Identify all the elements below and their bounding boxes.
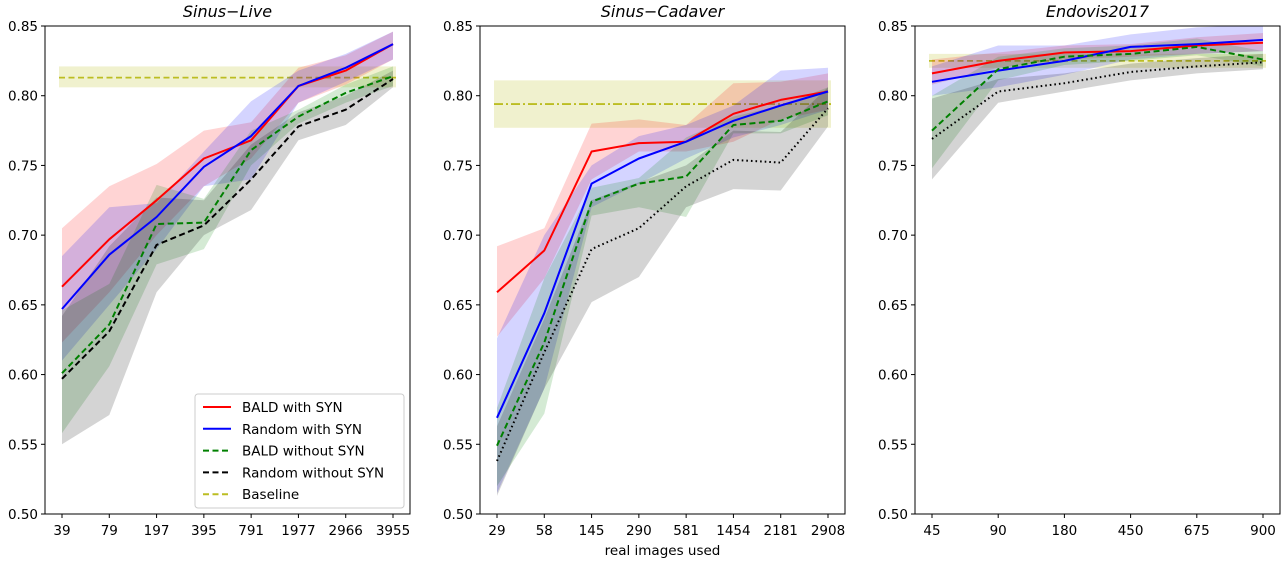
panel-2: 0.50 0.55 0.60 0.65 0.70 0.75 0.80 0.85 29 58 145 2…	[443, 2, 846, 559]
panel-1: 0.50 0.55 0.60 0.65 0.70 0.75 0.80 0.85 39 79 197 3…	[8, 2, 411, 539]
band-random-with-syn	[932, 26, 1263, 96]
plot-area	[59, 31, 396, 445]
x-tick-label: 39	[53, 523, 70, 539]
y-tick-label: 0.50	[443, 507, 473, 523]
legend-label-random-with-syn: Random with SYN	[242, 422, 362, 438]
axes-frame	[479, 25, 846, 515]
y-tick-label: 0.70	[8, 228, 38, 244]
series-line-bald-without-syn	[496, 100, 829, 447]
axes-frame	[914, 25, 1281, 515]
series-line-bald-with-syn	[61, 43, 394, 288]
band-random-without-syn	[62, 70, 393, 445]
band-random-with-syn	[62, 31, 393, 361]
y-tick-label: 0.50	[8, 507, 38, 523]
x-tick-label: 145	[579, 523, 605, 539]
x-tick-label: 3955	[376, 523, 410, 539]
x-tick-label: 395	[191, 523, 217, 539]
x-tick-label: 79	[101, 523, 118, 539]
legend-label-bald-with-syn: BALD with SYN	[242, 400, 343, 416]
y-tick-label: 0.55	[878, 437, 908, 453]
x-tick-label: 58	[536, 523, 553, 539]
y-tick-label: 0.60	[8, 368, 38, 384]
x-tick-label: 180	[1052, 523, 1078, 539]
x-tick-label: 675	[1184, 523, 1210, 539]
band-random-without-syn	[497, 87, 828, 496]
x-tick-label: 581	[673, 523, 699, 539]
band-bald-without-syn	[932, 38, 1263, 169]
y-tick-label: 0.85	[8, 19, 38, 35]
y-tick-label: 0.55	[443, 437, 473, 453]
x-tick-label: 29	[488, 523, 505, 539]
panel-3: 0.50 0.55 0.60 0.65 0.70 0.75 0.80 0.85 45 90 180 4…	[878, 2, 1281, 539]
series-line-bald-without-syn	[931, 45, 1264, 132]
legend-label-random-without-syn: Random without SYN	[242, 465, 384, 481]
y-tick-label: 0.60	[878, 368, 908, 384]
baseline-band	[929, 53, 1266, 68]
panel-title: Sinus−Live	[183, 2, 272, 21]
y-tick-label: 0.65	[8, 298, 38, 314]
series-line-random-with-syn	[931, 38, 1264, 83]
series-line-random-with-syn	[496, 90, 829, 419]
plot-area	[494, 67, 831, 496]
y-tick-label: 0.85	[878, 19, 908, 35]
y-tick-label: 0.70	[443, 228, 473, 244]
x-axis-label: real images used	[605, 543, 721, 559]
x-tick-label: 90	[990, 523, 1007, 539]
x-tick-label: 2966	[329, 523, 363, 539]
band-random-with-syn	[497, 67, 828, 494]
x-tick-label: 1977	[281, 523, 315, 539]
x-tick-label: 450	[1118, 523, 1144, 539]
y-tick-label: 0.75	[878, 158, 908, 174]
band-bald-with-syn	[497, 73, 828, 337]
y-tick-label: 0.60	[443, 368, 473, 384]
legend-box	[194, 393, 405, 509]
y-tick-label: 0.75	[8, 158, 38, 174]
x-tick-label: 2181	[764, 523, 798, 539]
y-tick-label: 0.85	[443, 19, 473, 35]
series-line-bald-with-syn	[496, 90, 829, 294]
y-tick-label: 0.65	[878, 298, 908, 314]
y-tick-label: 0.80	[443, 89, 473, 105]
legend: BALD with SYN Random with SYN BALD without…	[194, 393, 405, 509]
panel-title: Endovis2017	[1046, 2, 1150, 21]
y-tick-label: 0.50	[878, 507, 908, 523]
x-tick-label: 1454	[716, 523, 750, 539]
y-tick-label: 0.70	[878, 228, 908, 244]
y-tick-label: 0.75	[443, 158, 473, 174]
series-line-bald-without-syn	[61, 75, 394, 374]
axes-frame	[44, 25, 411, 515]
series-line-random-without-syn	[61, 78, 394, 380]
band-bald-without-syn	[62, 66, 393, 434]
plot-area	[929, 26, 1266, 180]
series-line-bald-with-syn	[931, 41, 1264, 75]
y-tick-label: 0.80	[8, 89, 38, 105]
x-tick-label: 900	[1250, 523, 1276, 539]
legend-label-baseline: Baseline	[242, 487, 299, 503]
x-tick-label: 2908	[811, 523, 845, 539]
x-tick-label: 791	[238, 523, 264, 539]
series-line-random-with-syn	[61, 43, 394, 310]
legend-label-bald-without-syn: BALD without SYN	[242, 444, 365, 460]
x-tick-label: 45	[923, 523, 940, 539]
x-tick-label: 197	[144, 523, 170, 539]
band-random-without-syn	[932, 53, 1263, 180]
y-tick-label: 0.80	[878, 89, 908, 105]
y-tick-label: 0.65	[443, 298, 473, 314]
panel-title: Sinus−Cadaver	[601, 2, 726, 21]
y-tick-label: 0.55	[8, 437, 38, 453]
x-tick-label: 290	[626, 523, 652, 539]
